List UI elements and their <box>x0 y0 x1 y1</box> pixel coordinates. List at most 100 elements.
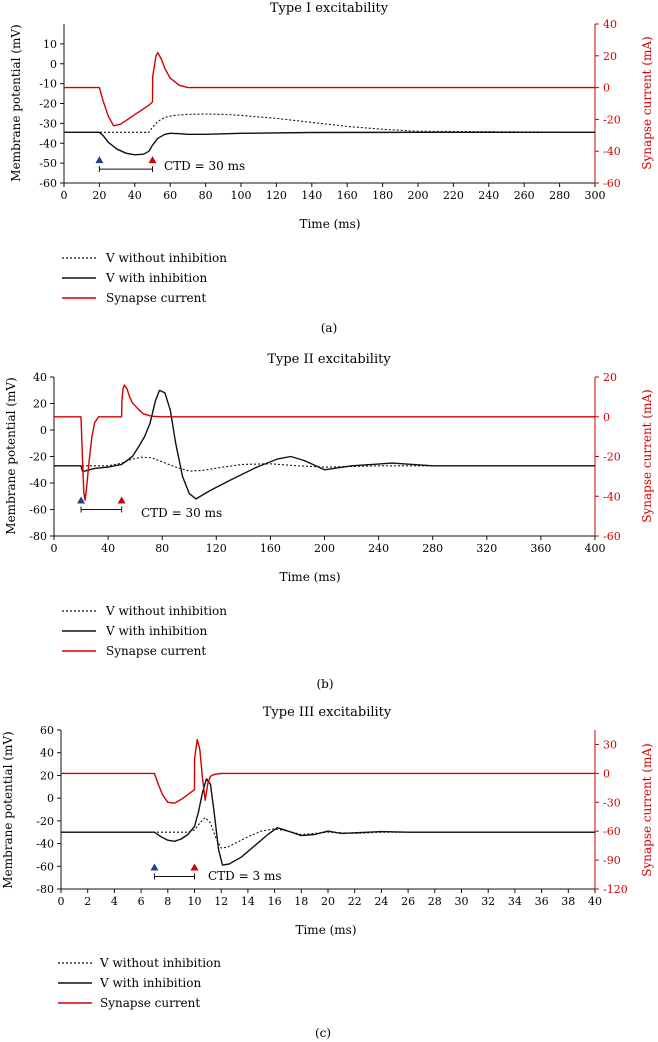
panel-b-y2tick-label: 0 <box>603 411 610 424</box>
panel-c-xtick-label: 32 <box>481 895 495 908</box>
panel-a-xlabel: Time (ms) <box>299 217 360 231</box>
panel-c-ytick-label: -80 <box>36 883 54 896</box>
panel-c-caption: (c) <box>315 1026 331 1040</box>
panel-a-marker-end-triangle <box>148 156 157 164</box>
panel-a-xtick-label: 40 <box>128 189 142 202</box>
panel-c-ytick-label: 0 <box>47 792 54 805</box>
panel-b-xtick-label: 200 <box>314 542 335 555</box>
panel-a-legend-item-2: Synapse current <box>106 291 206 305</box>
panel-b-ytick-label: -60 <box>29 504 47 517</box>
panel-a-y2tick-label: 20 <box>603 50 617 63</box>
panel-a-series-v-without-inhibition <box>64 113 596 133</box>
panel-c-legend-item-2: Synapse current <box>100 996 200 1010</box>
panel-b-legend: V without inhibition V with inhibition S… <box>62 604 227 658</box>
panel-c-y2tick-label: -30 <box>603 796 621 809</box>
panel-a-xtick-label: 280 <box>549 189 570 202</box>
panel-b-xlabel: Time (ms) <box>279 570 340 584</box>
panel-b-ytick-label: 0 <box>40 424 47 437</box>
panel-b-legend-item-1: V with inhibition <box>105 624 207 638</box>
panel-c-ytick-label: -20 <box>36 815 54 828</box>
panel-c-ytick-label: 20 <box>40 769 54 782</box>
panel-b-y2tick-label: -60 <box>603 530 621 543</box>
panel-a-legend-item-1: V with inhibition <box>105 271 207 285</box>
panel-b-series-v-without-inhibition <box>54 456 595 472</box>
panel-b-axes: 0 40 80 120 160 200 240 280 320 360 400-80-60-40-2… <box>29 371 620 555</box>
panel-a-y2tick-label: -40 <box>603 145 621 158</box>
panel-a-xtick-label: 140 <box>301 189 322 202</box>
panel-b-legend-item-2: Synapse current <box>106 644 206 658</box>
panel-b-xtick-label: 240 <box>368 542 389 555</box>
panel-c-xtick-label: 0 <box>58 895 65 908</box>
panel-a-title: Type I excitability <box>270 1 389 16</box>
panel-c-legend-item-0: V without inhibition <box>99 956 221 970</box>
panel-a-legend-item-0: V without inhibition <box>105 251 227 265</box>
panel-a-xtick-label: 220 <box>443 189 464 202</box>
panel-c-legend: V without inhibition V with inhibition S… <box>58 956 221 1010</box>
panel-a-xtick-label: 240 <box>478 189 499 202</box>
panel-c-y2tick-label: 30 <box>603 738 617 751</box>
panel-a-marker-start-triangle <box>95 156 104 164</box>
panel-a-xtick-label: 20 <box>92 189 106 202</box>
panel-a-ytick-label: 10 <box>43 38 57 51</box>
panel-c-marker-end-triangle <box>190 863 199 871</box>
panel-a-xtick-label: 160 <box>337 189 358 202</box>
panel-b-xtick-label: 160 <box>260 542 281 555</box>
panel-c-xtick-label: 14 <box>241 895 255 908</box>
panel-c-xtick-label: 38 <box>561 895 575 908</box>
panel-c-y2tick-label: 0 <box>603 767 610 780</box>
panel-c-xtick-label: 16 <box>268 895 282 908</box>
panel-c-xtick-label: 34 <box>508 895 522 908</box>
panel-a-ytick-label: -60 <box>39 177 57 190</box>
panel-a-ytick-label: -30 <box>39 117 57 130</box>
panel-b-ctd-label: CTD = 30 ms <box>141 506 222 520</box>
panel-c-ytick-label: 60 <box>40 724 54 737</box>
panel-a-xtick-label: 300 <box>585 189 606 202</box>
panel-a-y2label: Synapse current (mA) <box>640 36 654 169</box>
panel-a-caption: (a) <box>321 321 338 335</box>
panel-b-y2tick-label: -40 <box>603 490 621 503</box>
panel-b-ytick-label: 40 <box>33 371 47 384</box>
panel-b-ytick-label: -40 <box>29 477 47 490</box>
panel-b-ytick-label: 20 <box>33 398 47 411</box>
panel-a-ylabel: Membrane potential (mV) <box>9 24 23 181</box>
panel-b-xtick-label: 280 <box>422 542 443 555</box>
panel-a-xtick-label: 0 <box>61 189 68 202</box>
panel-c-xtick-label: 30 <box>455 895 469 908</box>
panel-b-ytick-label: -80 <box>29 530 47 543</box>
panel-c-ytick-label: 40 <box>40 747 54 760</box>
panel-a-series-synapse-current <box>64 51 595 127</box>
panel-a-legend: V without inhibition V with inhibition S… <box>62 251 227 305</box>
panel-c-marker-start-triangle <box>150 863 159 871</box>
panel-a-ytick-label: -50 <box>39 157 57 170</box>
panel-b-marker-start-triangle <box>77 496 86 504</box>
panel-b: Type II excitability 0 40 80 120 160 200 240 28… <box>4 352 654 691</box>
panel-c-xtick-label: 26 <box>401 895 415 908</box>
panel-a-xtick-label: 80 <box>199 189 213 202</box>
panel-c-y2label: Synapse current (mA) <box>640 743 654 876</box>
panel-c-xtick-label: 18 <box>294 895 308 908</box>
panel-c-xtick-label: 24 <box>374 895 388 908</box>
panel-a-series-v-with-inhibition <box>64 131 595 156</box>
panel-b-xtick-label: 0 <box>51 542 58 555</box>
panel-a-xtick-label: 200 <box>408 189 429 202</box>
panel-a-y2tick-label: -60 <box>603 177 621 190</box>
panel-b-xtick-label: 320 <box>476 542 497 555</box>
panel-c-legend-item-1: V with inhibition <box>99 976 201 990</box>
panel-c-axes: 0 2 4 6 8 10 12 14 16 18 20 22 24 26 28 30 32 34 36 38 40-80… <box>36 724 627 908</box>
panel-a-ytick-label: -40 <box>39 137 57 150</box>
panel-b-xtick-label: 400 <box>585 542 606 555</box>
panel-a-xtick-label: 180 <box>372 189 393 202</box>
panel-b-y2label: Synapse current (mA) <box>640 389 654 522</box>
panel-a-ctd-label: CTD = 30 ms <box>164 159 245 173</box>
panel-b-xtick-label: 40 <box>101 542 115 555</box>
panel-c-y2tick-label: -90 <box>603 854 621 867</box>
panel-c-xtick-label: 20 <box>321 895 335 908</box>
panel-c-series-synapse-current <box>61 738 595 804</box>
panel-c-ytick-label: -40 <box>36 838 54 851</box>
panel-b-xtick-label: 120 <box>206 542 227 555</box>
panel-a-ytick-label: -20 <box>39 98 57 111</box>
panel-c-xtick-label: 6 <box>138 895 145 908</box>
panel-a: Type I excitability 0 20 40 60 80 100 120 140 16… <box>9 1 654 335</box>
panel-c-xtick-label: 22 <box>348 895 362 908</box>
panel-b-xtick-label: 80 <box>155 542 169 555</box>
